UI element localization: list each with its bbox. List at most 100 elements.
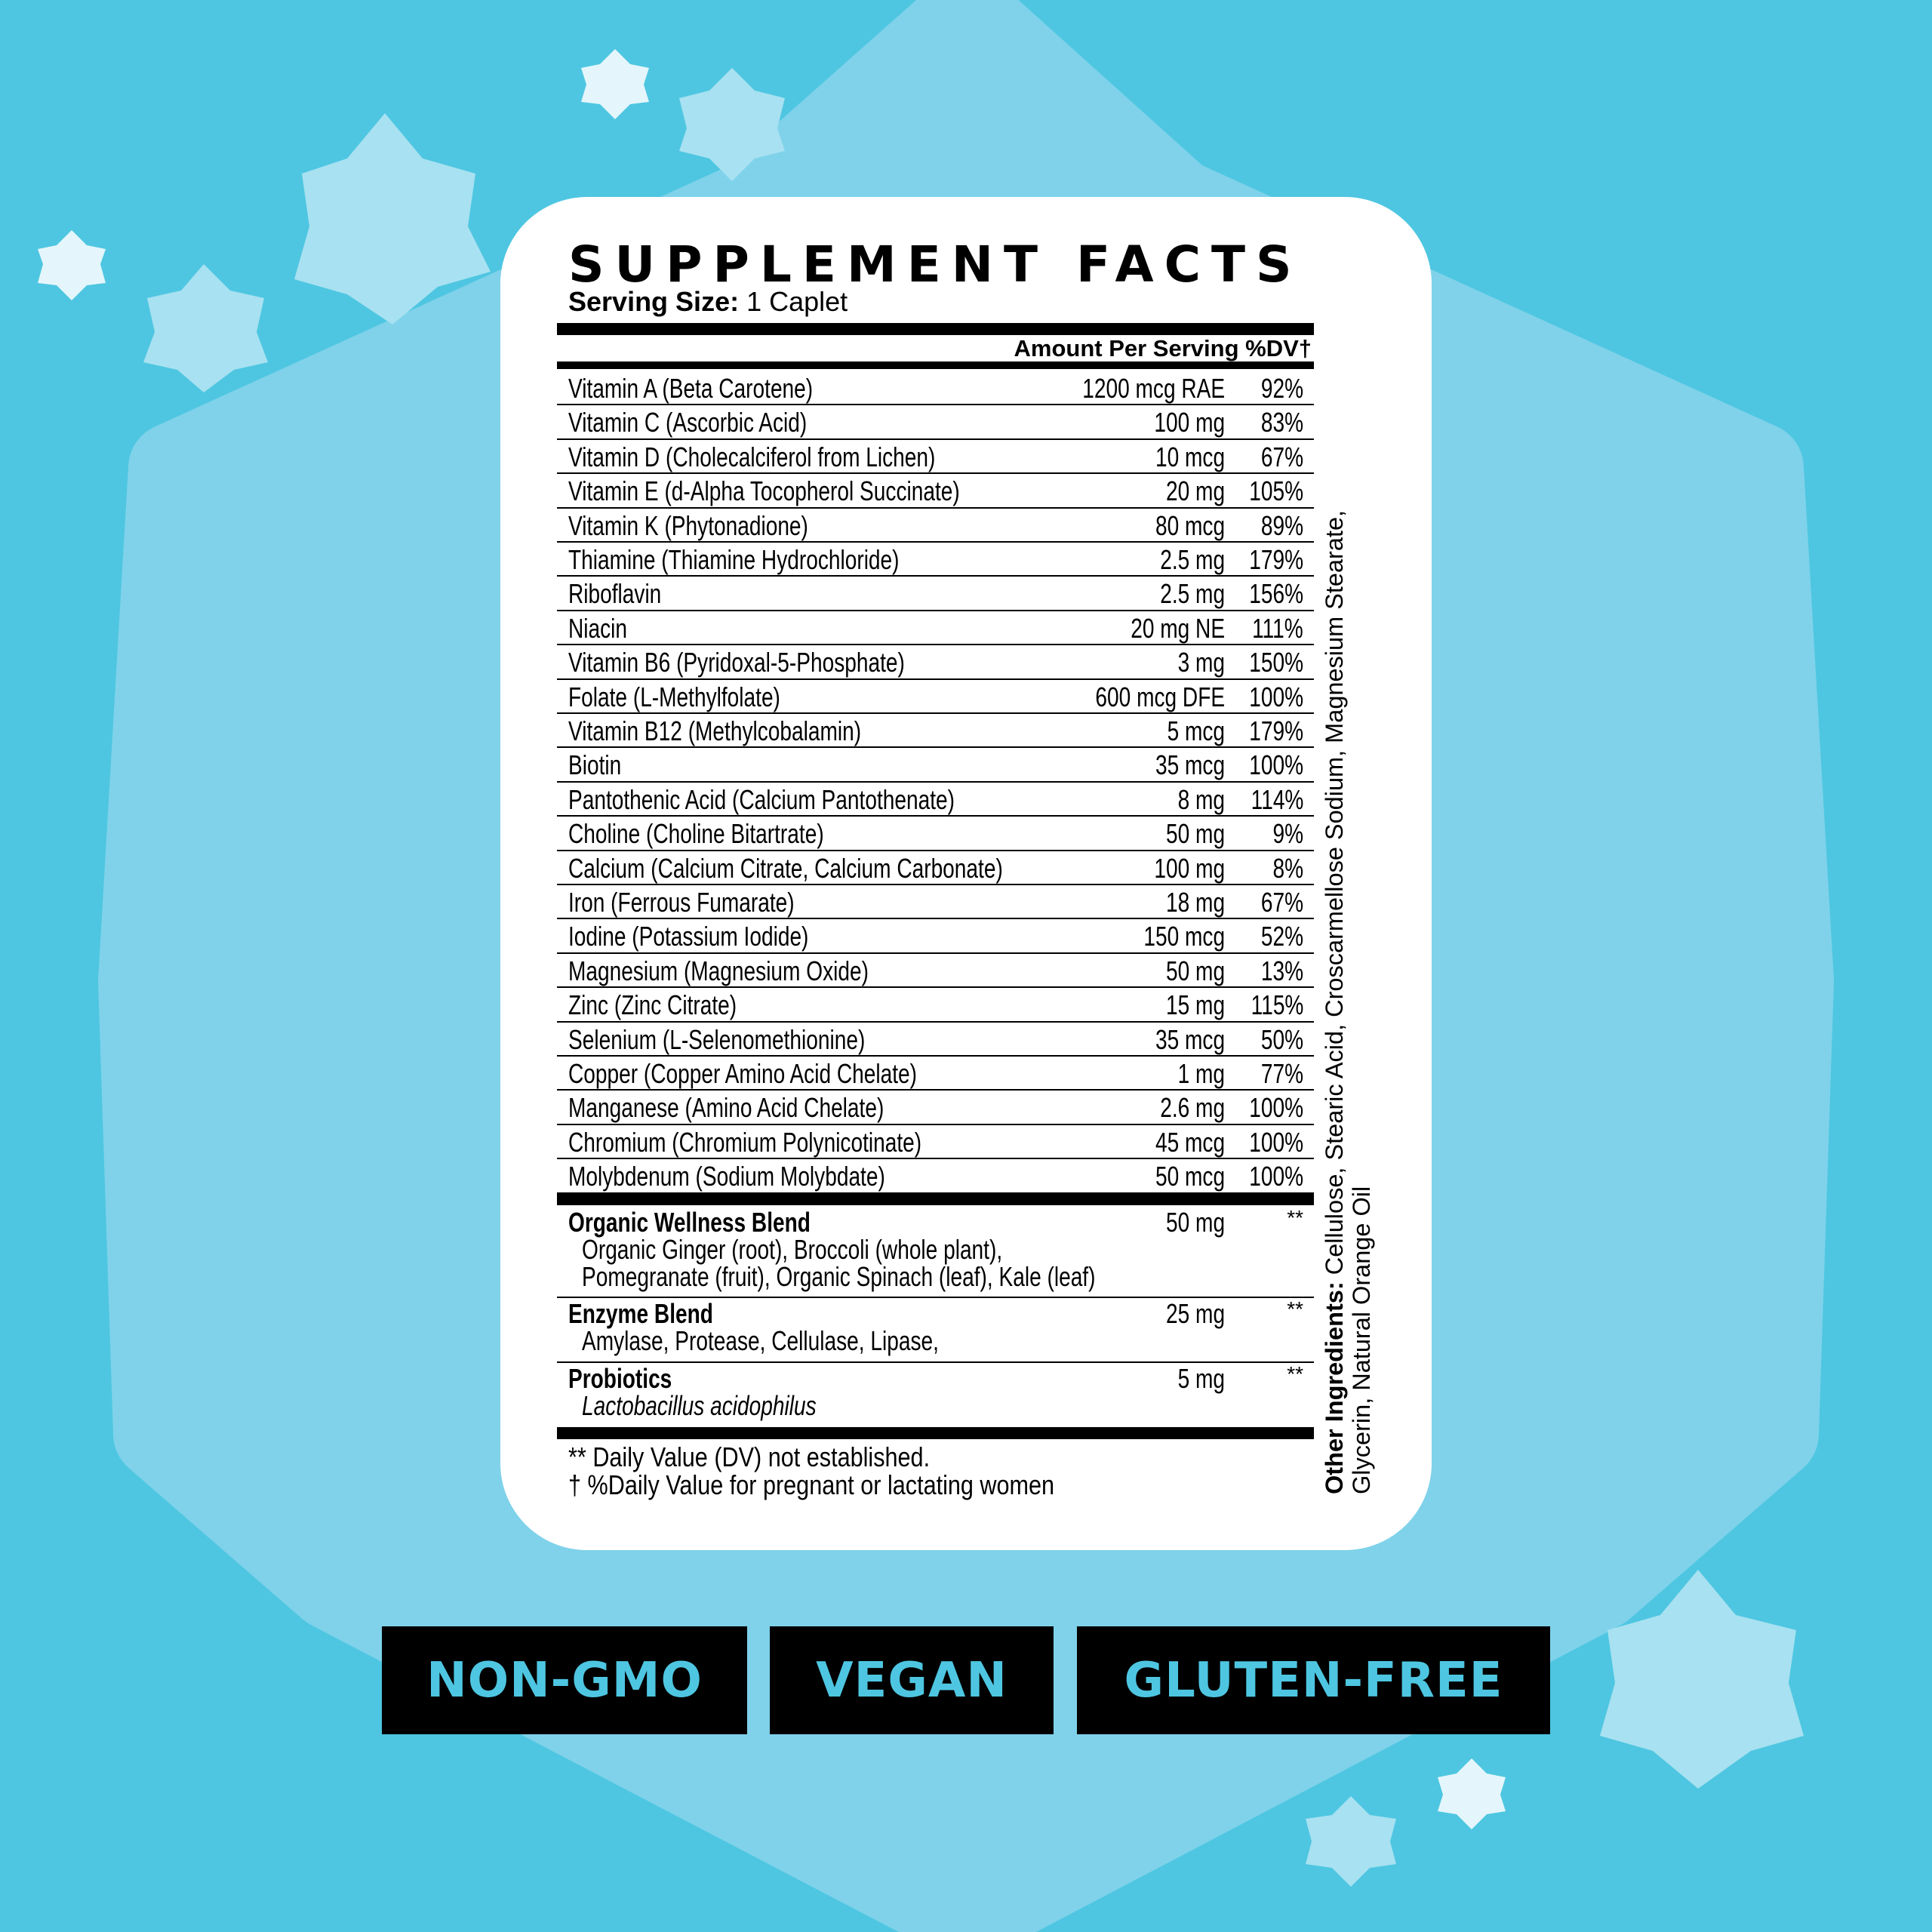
- serving-size-label: Serving Size:: [568, 286, 740, 317]
- nutrient-row: Niacin 20 mg NE 111%: [557, 611, 1314, 646]
- nutrient-dv: 179%: [1249, 544, 1303, 575]
- blend-ingredients: Pomegranate (fruit), Organic Spinach (le…: [582, 1261, 1096, 1292]
- blend-ingredients: Amylase, Protease, Cellulase, Lipase,: [582, 1325, 939, 1356]
- thick-divider: [557, 1427, 1314, 1439]
- blend-name: Enzyme Blend: [568, 1298, 713, 1329]
- blend-dv: **: [1287, 1362, 1303, 1386]
- nutrient-dv: 100%: [1249, 1092, 1303, 1124]
- nutrient-dv: 105%: [1249, 475, 1303, 507]
- nutrient-name: Vitamin D (Cholecalciferol from Lichen): [568, 441, 936, 472]
- supplement-facts-card: [500, 197, 1432, 1550]
- nutrient-dv: 67%: [1260, 441, 1303, 472]
- blend-ingredients: Organic Ginger (root), Broccoli (whole p…: [582, 1234, 1003, 1265]
- nutrient-row: Vitamin K (Phytonadione) 80 mcg 89%: [557, 509, 1314, 543]
- nutrient-amount: 2.5 mg: [1160, 544, 1225, 575]
- nutrient-amount: 600 mcg DFE: [1095, 681, 1225, 712]
- nutrient-dv: 114%: [1251, 783, 1303, 815]
- nutrient-row: Thiamine (Thiamine Hydrochloride) 2.5 mg 1…: [557, 543, 1314, 577]
- nutrient-row: Copper (Copper Amino Acid Chelate) 1 mg 77…: [557, 1057, 1314, 1091]
- nutrient-name: Copper (Copper Amino Acid Chelate): [568, 1058, 918, 1089]
- footnote-pregnant: † %Daily Value for pregnant or lactating…: [568, 1469, 1055, 1500]
- nutrient-name: Folate (L-Methylfolate): [568, 681, 780, 712]
- nutrient-row: Chromium (Chromium Polynicotinate) 45 mcg…: [557, 1125, 1314, 1160]
- small-stars: [143, 68, 1804, 1887]
- nutrient-name: Vitamin B6 (Pyridoxal-5-Phosphate): [568, 647, 905, 678]
- nutrient-row: Manganese (Amino Acid Chelate) 2.6 mg 100%: [557, 1091, 1314, 1125]
- nutrient-row: Vitamin B6 (Pyridoxal-5-Phosphate) 3 mg 15…: [557, 645, 1314, 680]
- nutrient-dv: 111%: [1252, 612, 1303, 644]
- other-ingredients-label: Other Ingredients:: [1321, 1281, 1348, 1494]
- badge-gluten-free: GLUTEN-FREE: [1077, 1626, 1550, 1734]
- label-title: SUPPLEMENT FACTS: [568, 235, 1303, 294]
- nutrient-dv: 100%: [1249, 749, 1303, 781]
- star-icon: [1438, 1758, 1506, 1829]
- blend-dv: **: [1287, 1206, 1303, 1229]
- nutrient-dv: 52%: [1260, 921, 1303, 952]
- serving-size: Serving Size: 1 Caplet: [568, 288, 848, 315]
- nutrient-name: Vitamin E (d-Alpha Tocopherol Succinate): [568, 475, 960, 507]
- blend-row: Organic Wellness Blend 50 mg ** Organic Gin…: [557, 1207, 1314, 1298]
- star-icon: [1306, 1796, 1396, 1887]
- nutrient-amount: 35 mcg: [1155, 1023, 1225, 1055]
- nutrient-name: Vitamin A (Beta Carotene): [568, 373, 814, 404]
- nutrient-row: Vitamin A (Beta Carotene) 1200 mcg RAE 92%: [557, 371, 1314, 406]
- nutrient-name: Riboflavin: [568, 578, 662, 610]
- nutrient-dv: 100%: [1249, 1161, 1303, 1192]
- nutrient-amount: 1 mg: [1177, 1058, 1225, 1089]
- nutrient-row: Pantothenic Acid (Calcium Pantothenate) 8…: [557, 783, 1314, 817]
- blend-row: Probiotics 5 mg ** Lactobacillus acidophilu…: [557, 1363, 1314, 1427]
- nutrient-name: Vitamin C (Ascorbic Acid): [568, 407, 808, 438]
- footnote-dv: ** Daily Value (DV) not established.: [568, 1441, 931, 1472]
- nutrient-amount: 80 mcg: [1155, 509, 1225, 541]
- nutrient-amount: 150 mcg: [1143, 921, 1225, 952]
- nutrient-amount: 2.5 mg: [1160, 578, 1225, 610]
- star-icon: [1600, 1570, 1804, 1789]
- blend-ingredients: Lactobacillus acidophilus: [582, 1390, 817, 1421]
- nutrient-amount: 2.6 mg: [1160, 1092, 1225, 1124]
- thick-divider: [557, 1192, 1314, 1205]
- badge-non-gmo: NON-GMO: [382, 1626, 747, 1734]
- nutrient-row: Selenium (L-Selenomethionine) 35 mcg 50%: [557, 1023, 1314, 1057]
- nutrient-amount: 35 mcg: [1155, 749, 1225, 781]
- nutrient-name: Zinc (Zinc Citrate): [568, 989, 737, 1021]
- nutrient-dv: 89%: [1260, 509, 1303, 541]
- nutrient-dv: 100%: [1249, 1126, 1303, 1158]
- nutrient-row: Iron (Ferrous Fumarate) 18 mg 67%: [557, 885, 1314, 920]
- blend-row: Enzyme Blend 25 mg ** Amylase, Protease, Ce…: [557, 1298, 1314, 1363]
- blend-amount: 50 mg: [1165, 1207, 1225, 1238]
- nutrient-dv: 8%: [1272, 852, 1303, 884]
- nutrient-name: Vitamin K (Phytonadione): [568, 509, 808, 541]
- nutrient-row: Vitamin D (Cholecalciferol from Lichen) 1…: [557, 440, 1314, 475]
- nutrient-amount: 8 mg: [1177, 783, 1225, 815]
- nutrient-amount: 10 mcg: [1155, 441, 1225, 472]
- nutrient-name: Thiamine (Thiamine Hydrochloride): [568, 544, 900, 575]
- other-ingredients-line-1: Other Ingredients: Cellulose, Stearic Ac…: [1321, 479, 1348, 1494]
- nutrient-row: Folate (L-Methylfolate) 600 mcg DFE 100%: [557, 680, 1314, 714]
- nutrient-amount: 1200 mcg RAE: [1082, 373, 1225, 404]
- nutrient-dv: 156%: [1249, 578, 1303, 610]
- nutrient-amount: 45 mcg: [1155, 1126, 1225, 1158]
- nutrient-name: Pantothenic Acid (Calcium Pantothenate): [568, 783, 955, 815]
- nutrient-amount: 50 mg: [1165, 955, 1225, 986]
- nutrient-amount: 50 mg: [1165, 818, 1225, 850]
- nutrient-row: Choline (Choline Bitartrate) 50 mg 9%: [557, 817, 1314, 851]
- nutrient-name: Magnesium (Magnesium Oxide): [568, 955, 869, 986]
- nutrient-amount: 20 mg: [1165, 475, 1225, 507]
- nutrient-name: Choline (Choline Bitartrate): [568, 818, 824, 850]
- star-icon: [38, 230, 106, 300]
- nutrient-name: Biotin: [568, 749, 622, 781]
- serving-size-value: 1 Caplet: [746, 286, 848, 317]
- blend-amount: 25 mg: [1165, 1298, 1225, 1329]
- nutrient-row: Vitamin B12 (Methylcobalamin) 5 mcg 179%: [557, 714, 1314, 749]
- other-ingredients-text: Cellulose, Stearic Acid, Croscarmellose …: [1321, 509, 1348, 1275]
- nutrient-amount: 100 mg: [1154, 852, 1225, 884]
- thick-divider: [557, 323, 1314, 335]
- nutrient-dv: 100%: [1249, 681, 1303, 712]
- nutrient-dv: 150%: [1249, 647, 1303, 678]
- nutrient-name: Chromium (Chromium Polynicotinate): [568, 1126, 922, 1158]
- nutrient-dv: 83%: [1260, 407, 1303, 438]
- nutrient-name: Molybdenum (Sodium Molybdate): [568, 1161, 885, 1192]
- nutrient-dv: 92%: [1260, 373, 1303, 404]
- other-ingredients-line-2: Glycerin, Natural Orange Oil: [1348, 1186, 1375, 1494]
- star-icon: [679, 68, 785, 181]
